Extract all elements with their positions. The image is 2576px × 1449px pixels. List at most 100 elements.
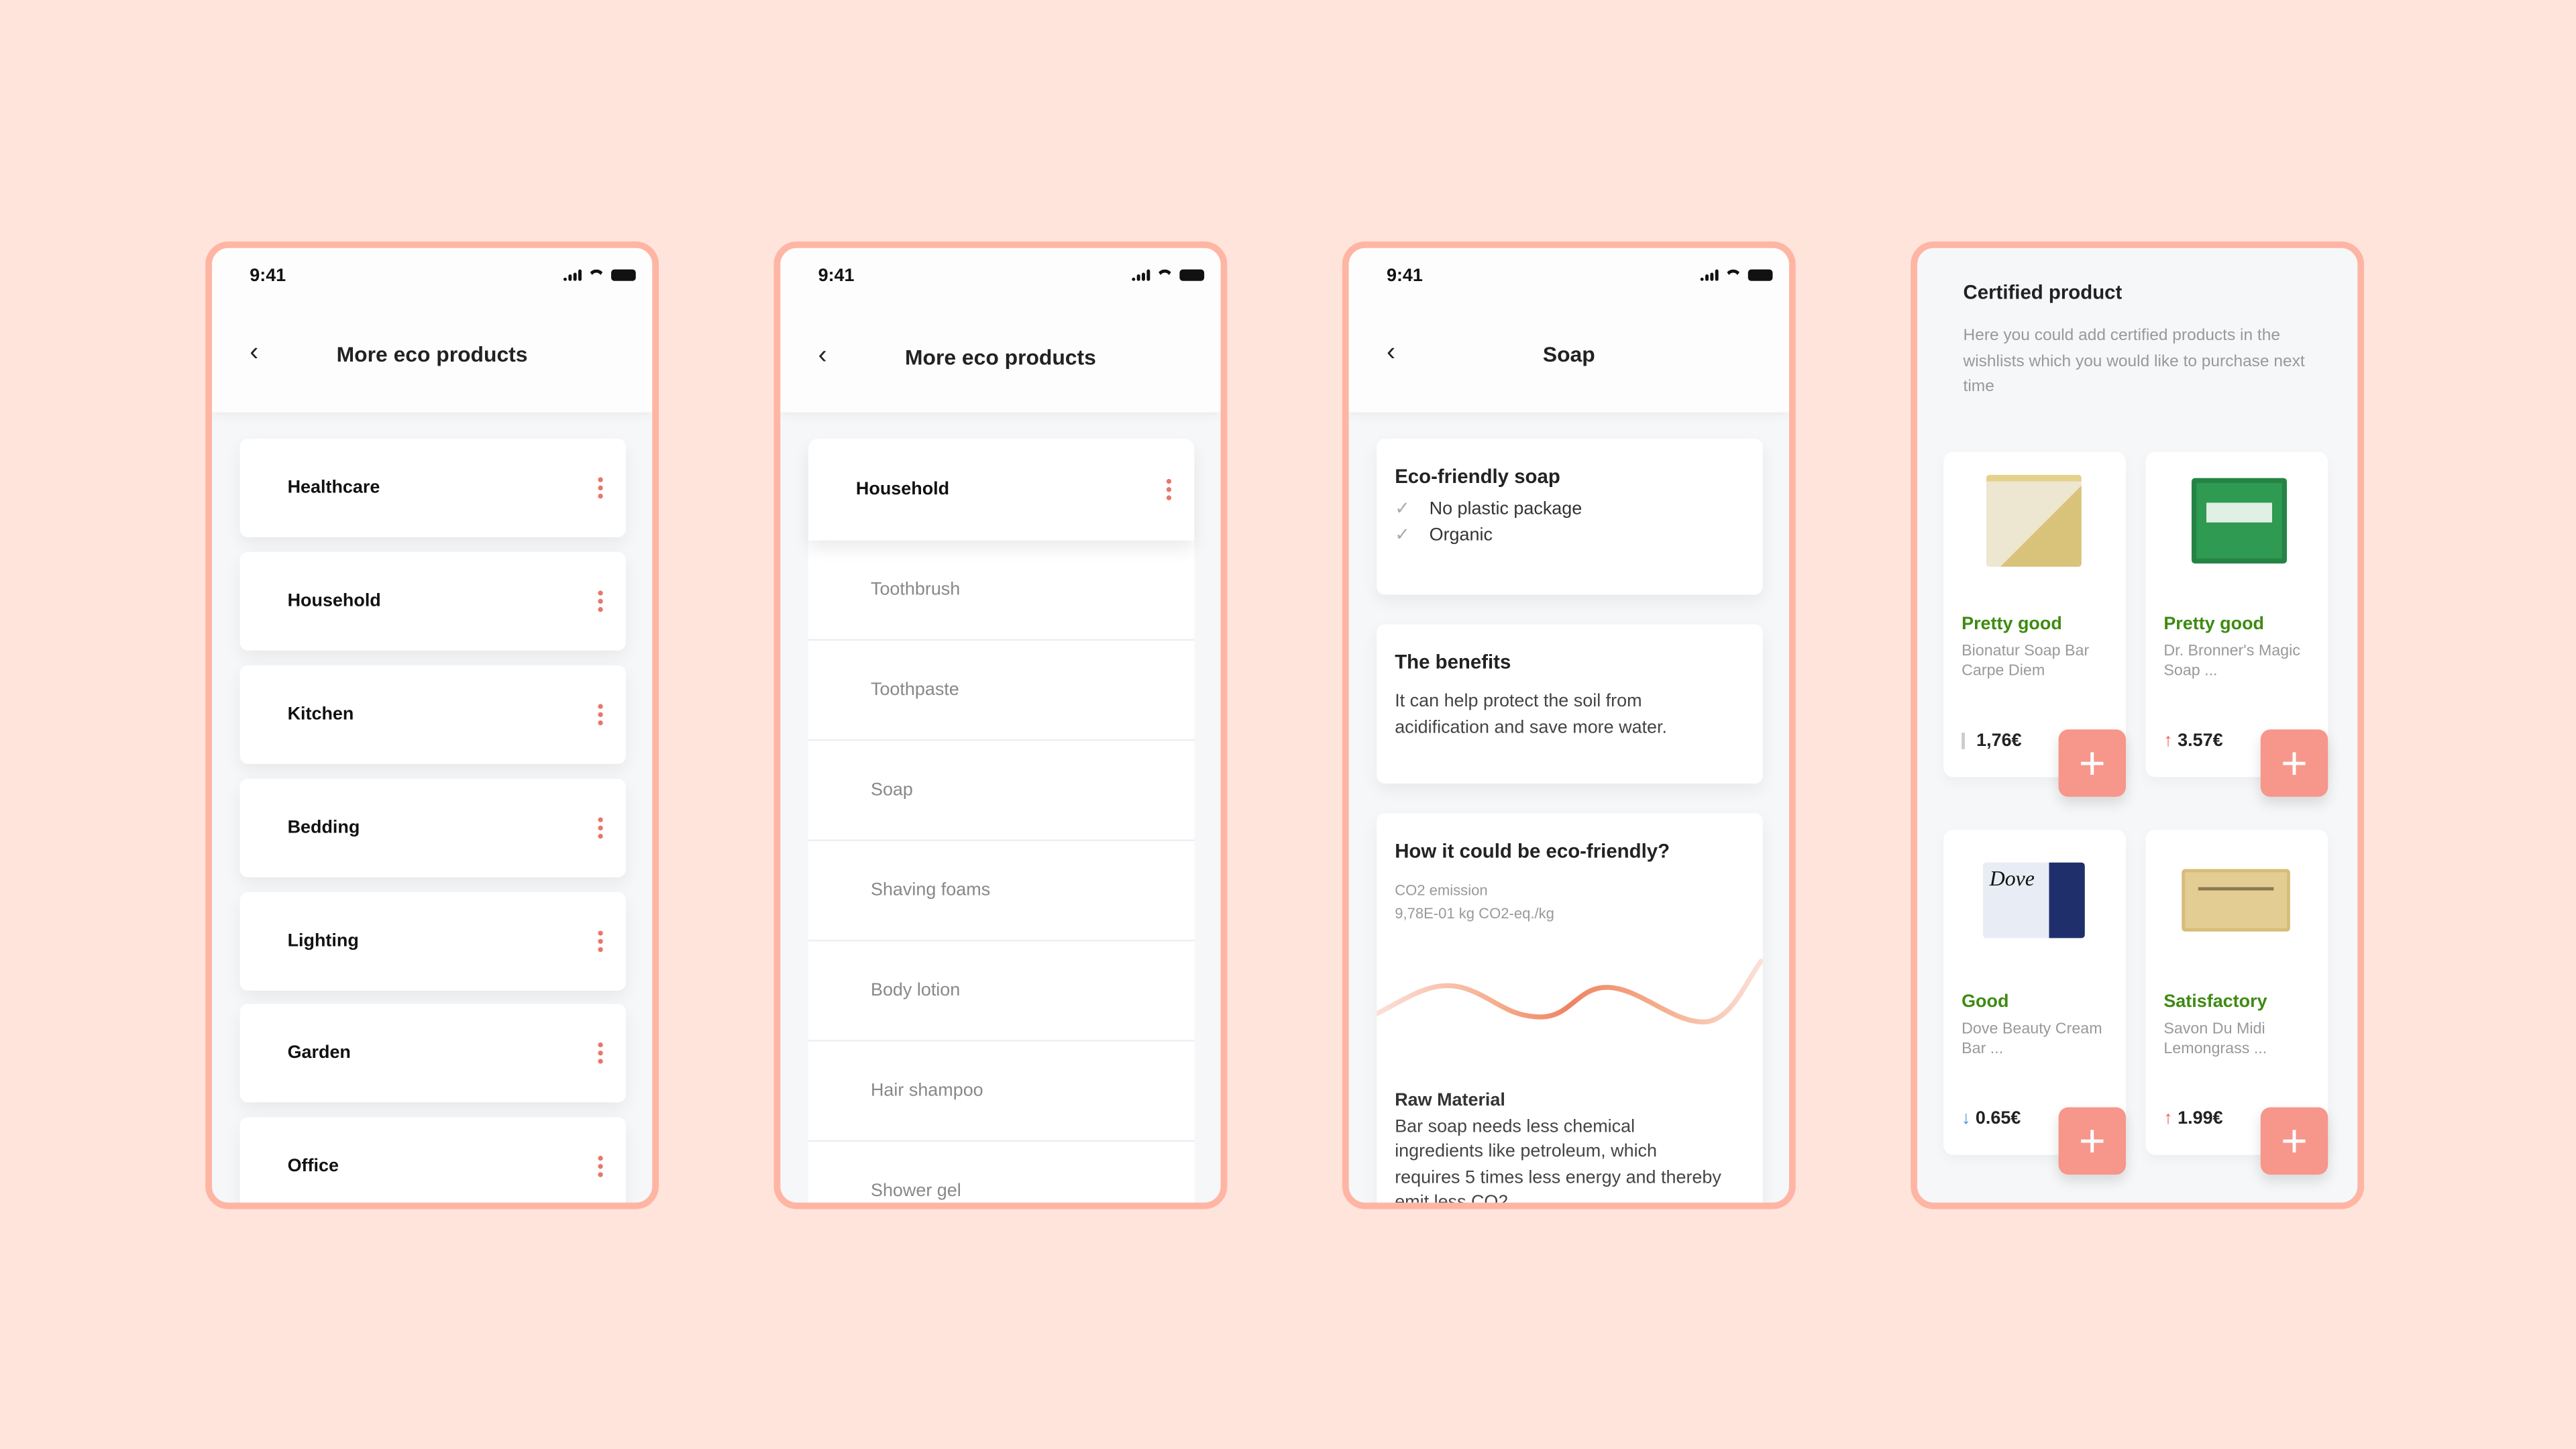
product-name: Dove Beauty Cream Bar ... xyxy=(1962,1020,2102,1059)
co2-value: 9,78E-01 kg CO2-eq./kg xyxy=(1395,905,1554,922)
rating-label: Satisfactory xyxy=(2163,992,2267,1012)
subitem-body-lotion[interactable]: Body lotion xyxy=(808,941,1195,1042)
rating-label: Good xyxy=(1962,992,2009,1012)
card-heading: How it could be eco-friendly? xyxy=(1395,839,1670,863)
co2-wave-graph xyxy=(1377,958,1763,1024)
battery-icon xyxy=(611,269,636,281)
card-heading: The benefits xyxy=(1395,650,1511,674)
price-neutral-icon xyxy=(1962,733,1966,749)
category-label: Lighting xyxy=(287,931,359,951)
add-to-wishlist-button[interactable]: + xyxy=(2260,1107,2328,1175)
raw-material-text: Bar soap needs less chemical ingredients… xyxy=(1395,1116,1721,1210)
price: ↓ 0.65€ xyxy=(1962,1109,2021,1128)
checkmark-icon: ✓ xyxy=(1395,525,1410,546)
page-title: Soap xyxy=(1542,341,1595,367)
subitem-shaving-foams[interactable]: Shaving foams xyxy=(808,841,1195,942)
status-icons xyxy=(1132,269,1205,281)
co2-label: CO2 emission xyxy=(1395,882,1488,899)
header: 9:41 ‹ Soap xyxy=(1348,248,1789,413)
check-label: No plastic package xyxy=(1429,498,1582,519)
product-card[interactable]: Dove Good Dove Beauty Cream Bar ... ↓ 0.6… xyxy=(1943,829,2127,1175)
status-icons xyxy=(564,269,636,281)
arrow-down-icon: ↓ xyxy=(1962,1109,1971,1129)
product-name: Bionatur Soap Bar Carpe Diem xyxy=(1962,642,2090,680)
header: 9:41 ‹ More eco products xyxy=(780,248,1221,413)
screen-soap-detail: 9:41 ‹ Soap Eco-friendly soap ✓ No plasti… xyxy=(1342,241,1796,1210)
add-to-wishlist-button[interactable]: + xyxy=(2058,729,2127,797)
product-image-dr-bronners xyxy=(2191,478,2288,564)
more-vertical-icon[interactable] xyxy=(598,1155,603,1177)
back-chevron-icon[interactable]: ‹ xyxy=(250,338,259,367)
more-vertical-icon[interactable] xyxy=(598,817,603,839)
product-card[interactable]: Pretty good Dr. Bronner's Magic Soap ...… xyxy=(2145,451,2328,797)
category-label: Office xyxy=(287,1157,339,1177)
status-time: 9:41 xyxy=(250,266,286,286)
more-vertical-icon[interactable] xyxy=(598,477,603,499)
card-heading: Eco-friendly soap xyxy=(1395,465,1560,488)
category-household-expanded[interactable]: Household xyxy=(808,438,1195,541)
category-bedding[interactable]: Bedding xyxy=(239,778,627,877)
battery-icon xyxy=(1179,269,1205,281)
subitem-shower-gel[interactable]: Shower gel xyxy=(808,1142,1195,1203)
product-image-lemongrass xyxy=(2182,869,2290,932)
add-to-wishlist-button[interactable]: + xyxy=(2260,729,2328,797)
price: ↑ 3.57€ xyxy=(2163,731,2222,751)
category-office[interactable]: Office xyxy=(239,1117,627,1203)
check-label: Organic xyxy=(1429,525,1493,545)
category-kitchen[interactable]: Kitchen xyxy=(239,665,627,764)
category-lighting[interactable]: Lighting xyxy=(239,892,627,991)
more-vertical-icon[interactable] xyxy=(1166,478,1172,500)
product-image-dove: Dove xyxy=(1982,862,2085,938)
product-card[interactable]: Satisfactory Savon Du Midi Lemongrass ..… xyxy=(2145,829,2328,1175)
back-chevron-icon[interactable]: ‹ xyxy=(818,341,827,370)
add-to-wishlist-button[interactable]: + xyxy=(2058,1107,2127,1175)
product-name: Dr. Bronner's Magic Soap ... xyxy=(2163,642,2300,680)
category-label: Household xyxy=(855,480,950,500)
wifi-icon xyxy=(1157,269,1173,281)
price: ↑ 1.99€ xyxy=(2163,1109,2222,1128)
rating-label: Pretty good xyxy=(1962,614,2062,635)
page-title: More eco products xyxy=(905,345,1096,370)
header: 9:41 ‹ More eco products xyxy=(211,248,653,413)
more-vertical-icon[interactable] xyxy=(598,930,603,953)
benefits-card: The benefits It can help protect the soi… xyxy=(1377,624,1763,784)
category-label: Bedding xyxy=(287,818,360,838)
subitem-soap[interactable]: Soap xyxy=(808,741,1195,841)
price-value: 1,76€ xyxy=(1976,731,2022,751)
wifi-icon xyxy=(1725,269,1741,281)
status-time: 9:41 xyxy=(1386,266,1423,286)
product-name: Savon Du Midi Lemongrass ... xyxy=(2163,1020,2267,1059)
subitem-toothbrush[interactable]: Toothbrush xyxy=(808,540,1195,641)
more-vertical-icon[interactable] xyxy=(598,590,603,612)
how-eco-friendly-card: How it could be eco-friendly? CO2 emissi… xyxy=(1377,813,1763,1210)
screen-certified-products: Certified product Here you could add cer… xyxy=(1911,241,2365,1210)
category-healthcare[interactable]: Healthcare xyxy=(239,438,627,537)
subitem-hair-shampoo[interactable]: Hair shampoo xyxy=(808,1041,1195,1142)
category-label: Household xyxy=(287,591,381,612)
dove-logo: Dove xyxy=(1989,865,2035,891)
page-title: More eco products xyxy=(336,341,528,367)
price: 1,76€ xyxy=(1962,731,2022,751)
arrow-up-icon: ↑ xyxy=(2163,731,2173,751)
category-label: Garden xyxy=(287,1043,351,1063)
arrow-up-icon: ↑ xyxy=(2163,1109,2173,1129)
wave-line xyxy=(1377,958,1763,1024)
signal-icon xyxy=(564,269,582,281)
checkmark-icon: ✓ xyxy=(1395,499,1410,519)
back-chevron-icon[interactable]: ‹ xyxy=(1386,338,1396,367)
subitem-toothpaste[interactable]: Toothpaste xyxy=(808,641,1195,741)
status-icons xyxy=(1700,269,1773,281)
raw-material-heading: Raw Material xyxy=(1395,1091,1505,1111)
category-garden[interactable]: Garden xyxy=(239,1004,627,1103)
category-household[interactable]: Household xyxy=(239,551,627,651)
eco-friendly-card: Eco-friendly soap ✓ No plastic package ✓ O… xyxy=(1377,438,1763,595)
more-vertical-icon[interactable] xyxy=(598,704,603,726)
more-vertical-icon[interactable] xyxy=(598,1042,603,1064)
product-card[interactable]: Pretty good Bionatur Soap Bar Carpe Diem… xyxy=(1943,451,2127,797)
benefits-text: It can help protect the soil from acidif… xyxy=(1395,692,1668,737)
screen-household: 9:41 ‹ More eco products Toothbrush Toot… xyxy=(773,241,1228,1210)
price-value: 0.65€ xyxy=(1975,1109,2021,1129)
check-item: ✓ Organic xyxy=(1395,524,1745,545)
check-item: ✓ No plastic package xyxy=(1395,498,1745,519)
